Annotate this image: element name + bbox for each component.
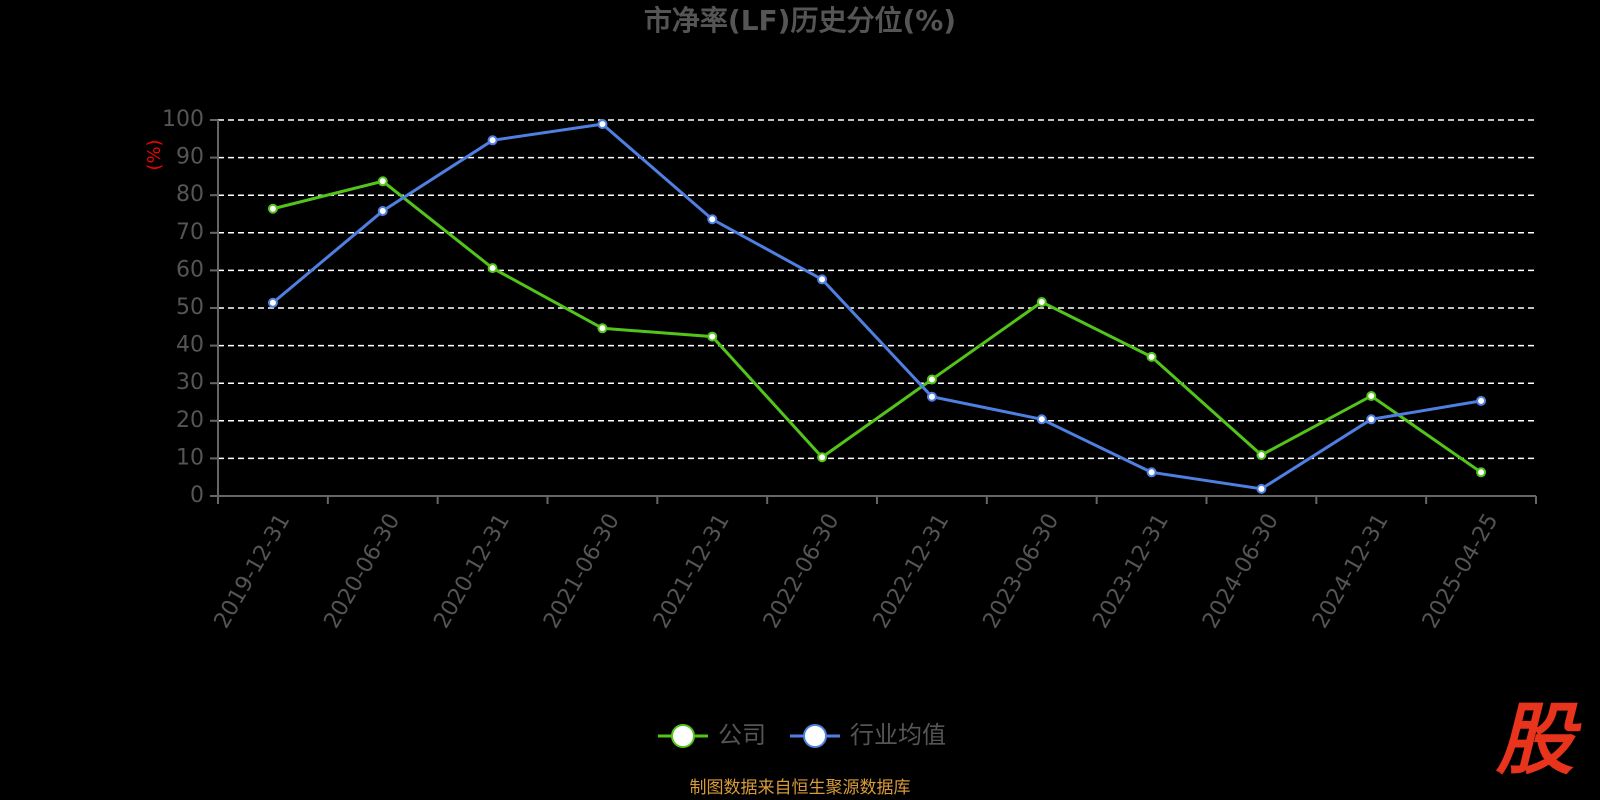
legend-label: 公司	[718, 721, 766, 749]
y-tick-label: 90	[176, 145, 204, 170]
data-point	[487, 263, 498, 274]
legend: 公司 行业均值	[658, 721, 946, 749]
data-point	[487, 135, 498, 146]
data-point	[377, 205, 388, 216]
y-axis-label: (%)	[144, 139, 165, 170]
data-point	[817, 452, 828, 463]
data-point	[707, 214, 718, 225]
y-tick-label: 0	[190, 483, 204, 508]
y-tick-label: 40	[176, 333, 204, 358]
data-point	[597, 119, 608, 130]
data-point	[1366, 390, 1377, 401]
data-point	[707, 331, 718, 342]
y-tick-label: 20	[176, 408, 204, 433]
data-point	[1476, 467, 1487, 478]
data-point	[1036, 296, 1047, 307]
data-point	[1146, 351, 1157, 362]
data-point	[817, 274, 828, 285]
source-note: 制图数据来自恒生聚源数据库	[690, 778, 911, 798]
legend-marker	[671, 724, 695, 748]
data-point	[597, 323, 608, 334]
series-line	[271, 122, 1482, 491]
data-point	[1476, 395, 1487, 406]
y-tick-label: 80	[176, 182, 204, 207]
legend-label: 行业均值	[850, 721, 946, 749]
logo: 股	[1495, 695, 1582, 785]
data-point	[1146, 467, 1157, 478]
data-point	[926, 391, 937, 402]
data-point	[926, 374, 937, 385]
legend-marker	[803, 724, 827, 748]
y-tick-label: 100	[162, 107, 204, 132]
series-line	[272, 179, 1482, 474]
data-point	[1366, 414, 1377, 425]
data-point	[1256, 483, 1267, 494]
y-tick-label: 30	[176, 370, 204, 395]
y-tick-label: 70	[176, 220, 204, 245]
data-point	[377, 176, 388, 187]
y-tick-label: 50	[176, 295, 204, 320]
data-point	[267, 297, 278, 308]
data-point	[267, 203, 278, 214]
chart-title: 市净率(LF)历史分位(%)	[644, 4, 956, 37]
data-point	[1256, 450, 1267, 461]
y-tick-label: 10	[176, 445, 204, 470]
data-point	[1036, 414, 1047, 425]
y-tick-label: 60	[176, 257, 204, 282]
